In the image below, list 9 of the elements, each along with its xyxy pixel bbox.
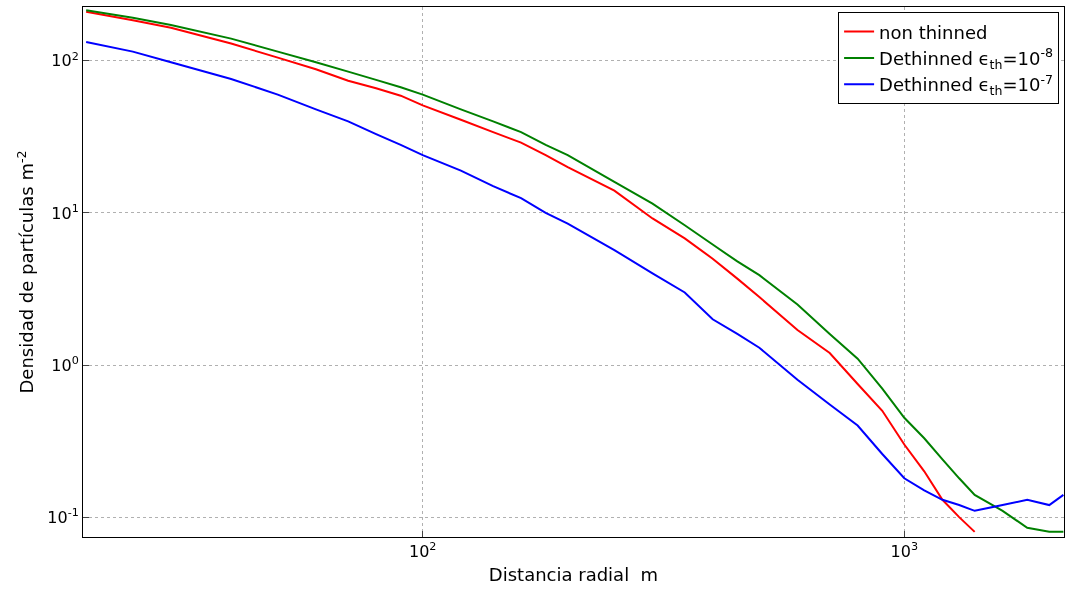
- x-axis-title: Distancia radial m: [488, 564, 659, 586]
- y-tick-label: 10$^{0}$: [51, 353, 79, 375]
- legend-label: Dethinned ϵ$_{th}$=10$^{-7}$: [879, 71, 1054, 99]
- y-tick-label: 10$^{-1}$: [47, 505, 79, 527]
- legend-label: Dethinned ϵ$_{th}$=10$^{-8}$: [879, 45, 1054, 72]
- legend-label: non thinned: [879, 21, 988, 43]
- y-tick-label: 10$^{2}$: [51, 49, 79, 71]
- y-tick-label: 10$^{1}$: [51, 201, 79, 223]
- x-tick-label: 10$^{3}$: [890, 540, 919, 562]
